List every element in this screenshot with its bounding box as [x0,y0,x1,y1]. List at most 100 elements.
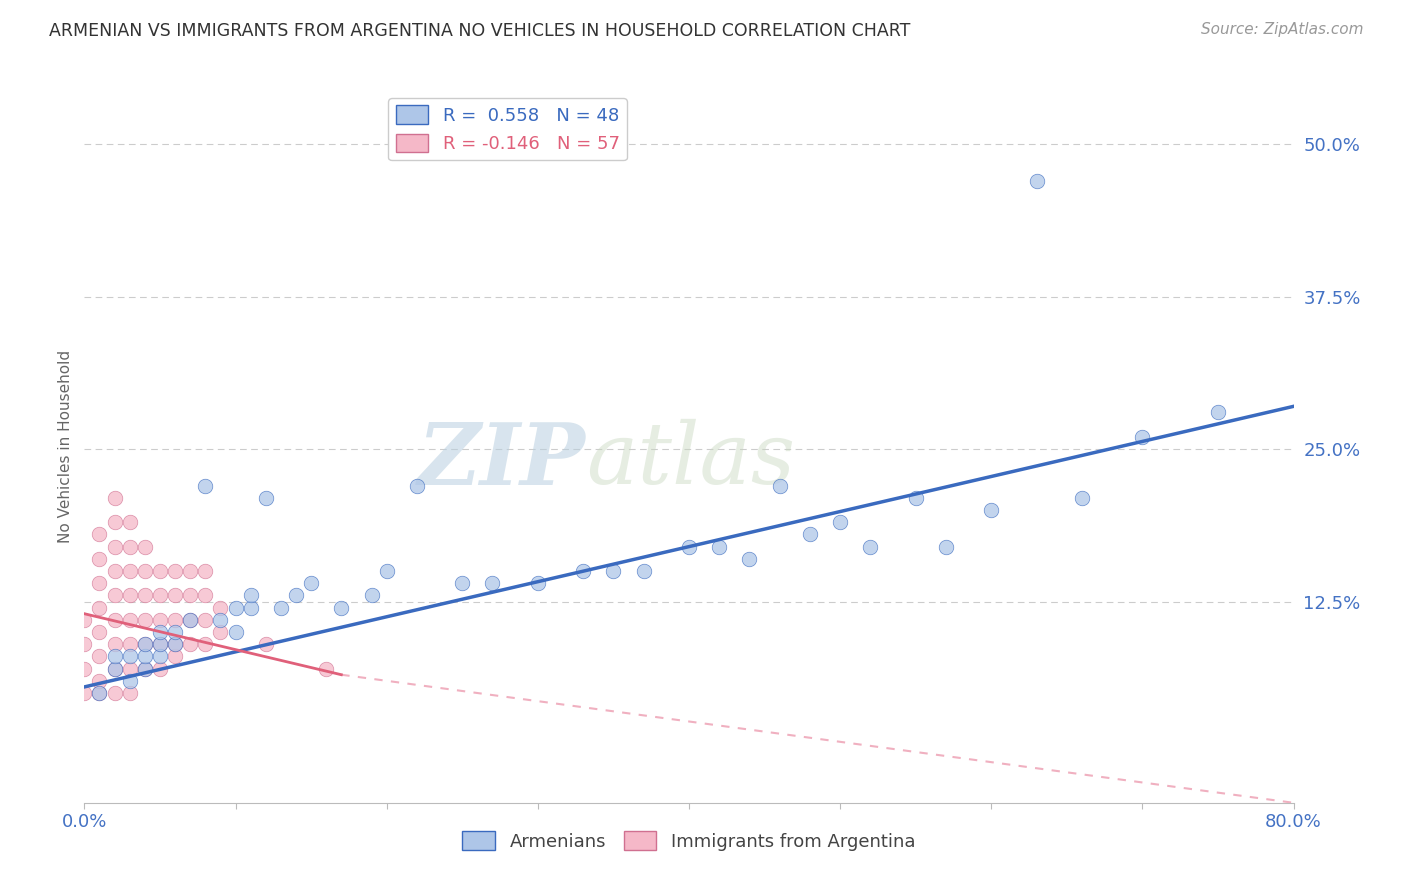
Point [179,637,201,651]
Point [194,564,217,578]
Point [527,576,550,591]
Point [270,600,292,615]
Point [165,625,187,640]
Point [134,564,156,578]
Point [89,527,111,541]
Point [149,589,172,603]
Point [73,613,96,627]
Point [89,686,111,700]
Point [104,564,127,578]
Point [451,576,474,591]
Point [104,637,127,651]
Point [769,478,792,492]
Point [165,589,187,603]
Point [73,686,96,700]
Point [73,637,96,651]
Point [104,686,127,700]
Point [935,540,957,554]
Point [118,589,141,603]
Point [118,686,141,700]
Point [830,515,852,529]
Point [134,589,156,603]
Point [149,637,172,651]
Point [165,613,187,627]
Text: ARMENIAN VS IMMIGRANTS FROM ARGENTINA NO VEHICLES IN HOUSEHOLD CORRELATION CHART: ARMENIAN VS IMMIGRANTS FROM ARGENTINA NO… [49,22,911,40]
Point [89,686,111,700]
Point [104,613,127,627]
Point [118,564,141,578]
Point [330,600,353,615]
Point [602,564,624,578]
Point [179,613,201,627]
Point [104,649,127,664]
Point [118,515,141,529]
Point [678,540,700,554]
Point [225,625,247,640]
Point [89,551,111,566]
Text: Source: ZipAtlas.com: Source: ZipAtlas.com [1201,22,1364,37]
Point [149,564,172,578]
Point [299,576,322,591]
Point [1071,491,1094,505]
Point [73,662,96,676]
Point [1025,174,1047,188]
Point [633,564,655,578]
Point [285,589,308,603]
Point [118,637,141,651]
Point [134,649,156,664]
Point [1130,430,1153,444]
Point [149,637,172,651]
Point [89,673,111,688]
Point [179,564,201,578]
Point [104,662,127,676]
Point [225,600,247,615]
Point [134,637,156,651]
Point [1206,405,1229,419]
Point [859,540,882,554]
Point [104,662,127,676]
Point [165,637,187,651]
Point [89,576,111,591]
Point [194,637,217,651]
Point [134,662,156,676]
Point [89,600,111,615]
Point [406,478,429,492]
Point [134,662,156,676]
Point [209,625,232,640]
Point [481,576,503,591]
Point [149,613,172,627]
Point [572,564,595,578]
Point [254,637,277,651]
Point [118,540,141,554]
Point [194,613,217,627]
Point [254,491,277,505]
Point [118,613,141,627]
Point [209,600,232,615]
Point [104,540,127,554]
Point [239,589,262,603]
Point [118,662,141,676]
Point [239,600,262,615]
Legend: Armenians, Immigrants from Argentina: Armenians, Immigrants from Argentina [456,824,922,858]
Point [375,564,398,578]
Point [89,649,111,664]
Point [179,589,201,603]
Point [104,491,127,505]
Point [134,540,156,554]
Point [904,491,927,505]
Point [134,613,156,627]
Point [709,540,731,554]
Point [149,625,172,640]
Point [134,637,156,651]
Point [104,589,127,603]
Point [118,673,141,688]
Point [104,515,127,529]
Y-axis label: No Vehicles in Household: No Vehicles in Household [58,350,73,542]
Point [315,662,337,676]
Point [118,649,141,664]
Point [194,589,217,603]
Text: atlas: atlas [586,419,796,501]
Point [194,478,217,492]
Point [179,613,201,627]
Point [89,625,111,640]
